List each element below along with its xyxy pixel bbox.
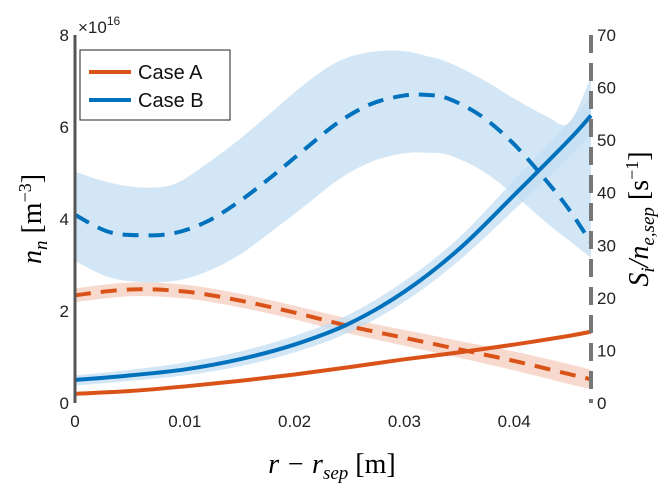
band-case-a-right xyxy=(75,282,591,389)
y-right-tick-label: 50 xyxy=(597,131,616,150)
axes-layer xyxy=(73,35,593,403)
legend: Case A Case B xyxy=(79,49,231,121)
y-left-tick-label: 0 xyxy=(60,394,69,413)
y-right-tick-label: 20 xyxy=(597,289,616,308)
y-left-tick-label: 8 xyxy=(60,26,69,45)
x-tick-label: 0.01 xyxy=(168,412,201,431)
x-tick-label: 0 xyxy=(70,412,79,431)
y-right-tick-label: 0 xyxy=(597,394,606,413)
y-right-axis-label: Si/ne,sep [s−1] xyxy=(622,151,659,286)
legend-label-case-b: Case B xyxy=(138,90,204,112)
y-left-tick-label: 6 xyxy=(60,118,69,137)
x-tick-label: 0.04 xyxy=(498,412,531,431)
x-axis-label: r − rsep [m] xyxy=(268,449,395,484)
band-case-b-left xyxy=(75,97,591,386)
x-tick-label: 0.03 xyxy=(388,412,421,431)
y-left-tick-label: 2 xyxy=(60,302,69,321)
y-right-tick-label: 60 xyxy=(597,79,616,98)
lines-layer xyxy=(74,92,593,396)
y-right-tick-label: 70 xyxy=(597,26,616,45)
y-right-tick-label: 40 xyxy=(597,184,616,203)
legend-label-case-a: Case A xyxy=(138,62,203,84)
ticks-layer: 0 0.01 0.02 0.03 0.04 0 2 4 6 8 0 10 20 30 40 50 60 70 xyxy=(60,26,616,431)
x-tick-label: 0.02 xyxy=(278,412,311,431)
line-case-a-solid xyxy=(74,329,592,396)
line-case-b-dashed xyxy=(74,92,593,244)
line-case-b-solid xyxy=(74,114,593,382)
y-left-tick-label: 4 xyxy=(60,210,69,229)
y-right-tick-label: 10 xyxy=(597,341,616,360)
y-left-exponent: ×1016 xyxy=(78,14,121,37)
legend-box xyxy=(79,49,231,121)
y-right-tick-label: 30 xyxy=(597,236,616,255)
y-left-axis-label: nn [m−3] xyxy=(15,174,52,264)
